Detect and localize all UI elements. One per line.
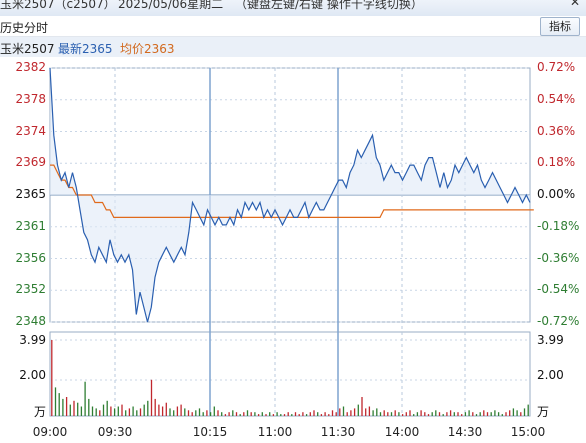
window-title-symbol: 玉米2507（c2507）: [0, 0, 116, 11]
price-tick-label: 2361: [15, 218, 46, 233]
window-title-hint: （键盘左键/右键 操作十字线切换）: [235, 0, 423, 11]
window-title-bar: 玉米2507（c2507） 2025/05/06星期二 （键盘左键/右键 操作十…: [0, 0, 586, 16]
time-tick-label: 10:15: [192, 425, 228, 439]
time-tick-label: 15:00: [510, 425, 546, 439]
percent-tick-label: -0.72%: [537, 314, 580, 328]
price-tick-label: 2352: [15, 282, 46, 297]
time-tick-label: 09:00: [32, 425, 68, 439]
time-tick-label: 11:00: [257, 425, 293, 439]
price-tick-label: 2382: [15, 60, 46, 74]
time-tick-label: 14:00: [384, 425, 420, 439]
time-tick-label: 11:30: [320, 425, 356, 439]
quote-info-bar: 玉米2507 最新2365 均价2363: [0, 37, 586, 57]
percent-tick-label: 0.00%: [537, 187, 576, 201]
volume-tick-label: 万: [33, 405, 46, 419]
percent-tick-label: 0.36%: [537, 123, 576, 138]
mode-label: 历史分时: [0, 21, 49, 35]
window-title-date: 2025/05/06星期二: [118, 0, 224, 11]
volume-tick-label: 2.00: [19, 368, 46, 382]
percent-tick-label: 0.54%: [537, 91, 576, 106]
latest-price-line: [49, 67, 531, 323]
percent-tick-label: 0.72%: [537, 60, 576, 74]
percent-tick-label: -0.54%: [537, 282, 580, 297]
indicator-button[interactable]: 指标: [540, 17, 580, 36]
volume-tick-label-right: 2.00: [537, 368, 564, 382]
time-tick-label: 14:30: [447, 425, 483, 439]
price-tick-label: 2374: [15, 123, 46, 138]
price-tick-label: 2369: [15, 155, 46, 170]
time-tick-label: 09:30: [97, 425, 133, 439]
toolbar: 历史分时 指标: [0, 16, 586, 37]
volume-panel: [49, 331, 531, 417]
average-price-line: [50, 164, 534, 218]
price-area: [50, 68, 530, 322]
close-icon[interactable]: ✕: [569, 0, 580, 9]
volume-tick-label-right: 3.99: [537, 333, 564, 347]
latest-price-label: 最新2365: [58, 42, 113, 56]
price-tick-label: 2378: [15, 91, 46, 106]
price-tick-label: 2348: [15, 314, 46, 328]
percent-tick-label: 0.18%: [537, 155, 576, 170]
volume-tick-label-right: 万: [537, 405, 550, 419]
symbol-label: 玉米2507: [0, 42, 55, 56]
price-tick-label: 2365: [15, 187, 46, 201]
percent-tick-label: -0.18%: [537, 218, 580, 233]
price-tick-label: 2356: [15, 250, 46, 265]
average-price-label: 均价2363: [120, 42, 175, 56]
volume-tick-label: 3.99: [19, 333, 46, 347]
percent-tick-label: -0.36%: [537, 250, 580, 265]
